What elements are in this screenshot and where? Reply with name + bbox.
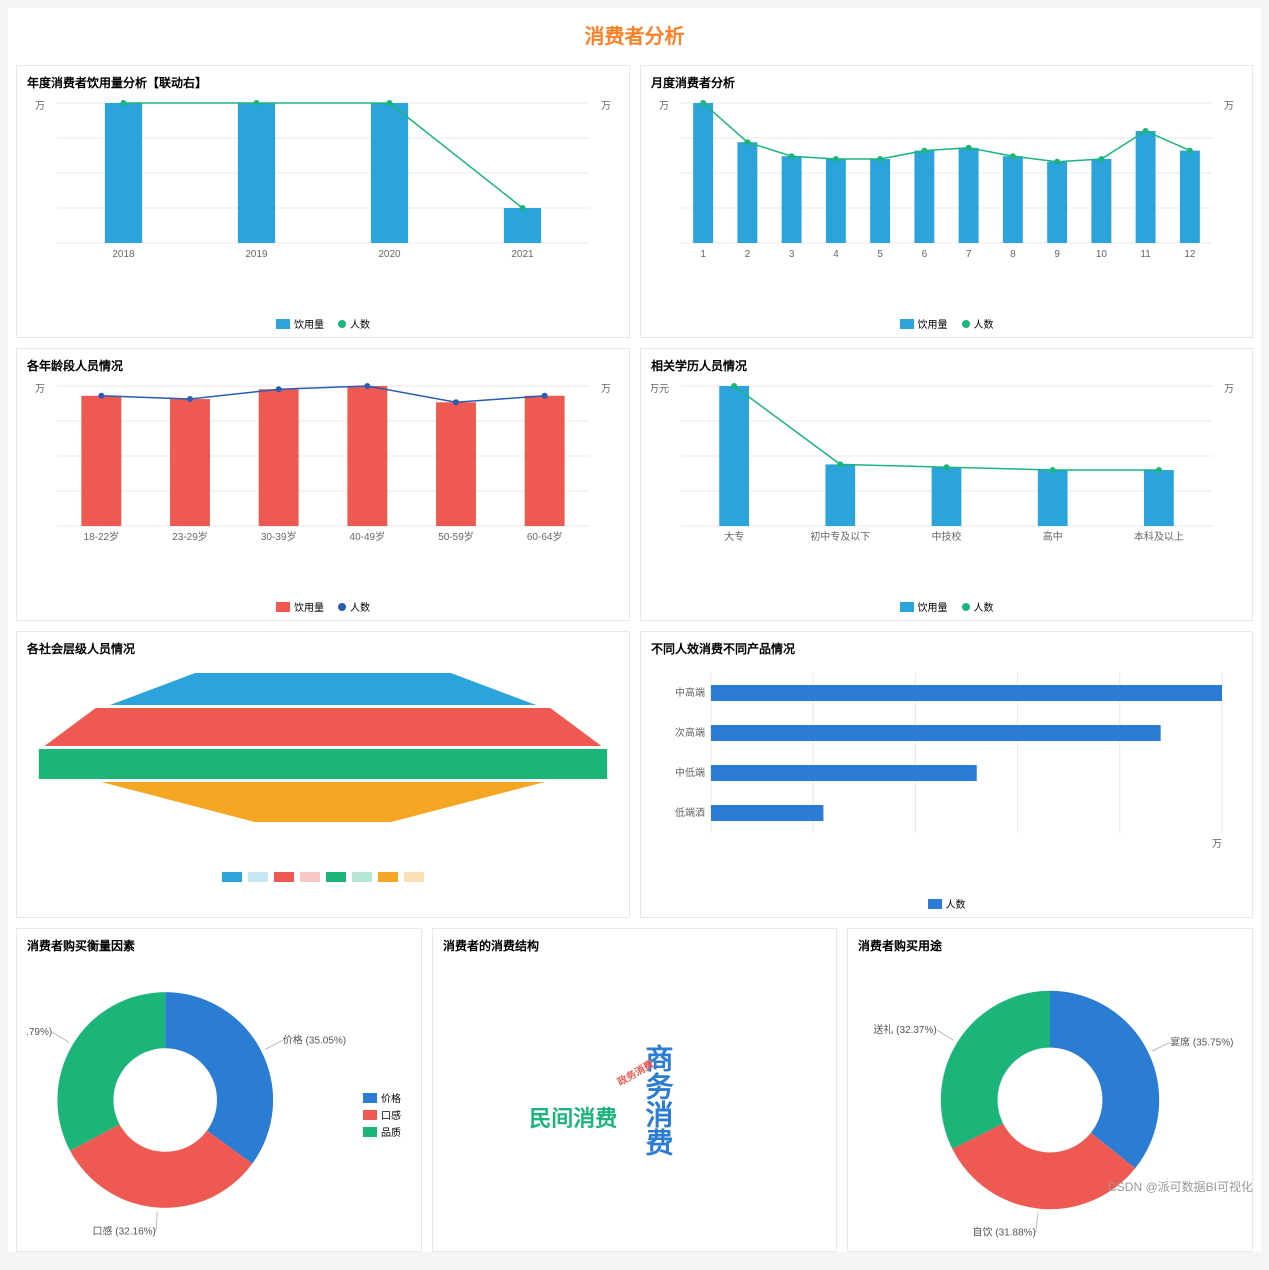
row-2: 各年龄段人员情况 万 万 18-22岁 23-29岁 30-39岁 40-49岁 50-59…	[8, 348, 1261, 621]
card-monthly: 月度消费者分析 万万123456789101112饮用量 人数	[640, 65, 1253, 338]
svg-text:价格 (35.05%): 价格 (35.05%)	[283, 1033, 346, 1046]
chart-pie-factor[interactable]: 价格 (35.05%)口感 (32.16%)品质 (32.79%)价格口感品质	[27, 960, 411, 1245]
title-yearly: 年度消费者饮用量分析【联动右】	[27, 74, 619, 91]
svg-text:口感 (32.16%): 口感 (32.16%)	[93, 1224, 156, 1237]
svg-text:万: 万	[1212, 839, 1222, 850]
svg-text:中技校: 中技校	[932, 530, 962, 543]
svg-text:30-39岁: 30-39岁	[261, 530, 297, 543]
svg-text:6: 6	[922, 249, 928, 260]
svg-text:18-22岁: 18-22岁	[84, 530, 120, 543]
title-age: 各年龄段人员情况	[27, 357, 619, 374]
chart-hbar[interactable]: 中高端次高端中低端低端酒万人数	[651, 663, 1242, 911]
svg-text:中低端: 中低端	[675, 766, 705, 779]
svg-text:送礼 (32.37%): 送礼 (32.37%)	[873, 1023, 936, 1036]
card-hbar: 不同人效消费不同产品情况 中高端次高端中低端低端酒万人数	[640, 631, 1253, 918]
svg-text:2021: 2021	[511, 249, 534, 260]
svg-text:23-29岁: 23-29岁	[172, 530, 208, 543]
svg-text:宴席 (35.75%): 宴席 (35.75%)	[1170, 1035, 1233, 1048]
title-monthly: 月度消费者分析	[651, 74, 1242, 91]
chart-wordcloud[interactable]: 商务消费民间消费政务消费	[443, 960, 826, 1240]
svg-text:10: 10	[1096, 249, 1108, 260]
svg-text:2020: 2020	[378, 249, 401, 260]
svg-text:4: 4	[833, 249, 839, 260]
svg-text:万: 万	[601, 101, 611, 112]
svg-text:自饮 (31.88%): 自饮 (31.88%)	[973, 1225, 1036, 1238]
svg-text:次高端: 次高端	[675, 726, 705, 739]
svg-text:9: 9	[1054, 249, 1060, 260]
row-4: 消费者购买衡量因素 价格 (35.05%) 口感 (32.16%) 品质 (32.7…	[8, 928, 1261, 1252]
chart-age[interactable]: 万万18-22岁23-29岁30-39岁40-49岁50-59岁60-64岁饮用…	[27, 380, 619, 614]
svg-text:万: 万	[659, 101, 669, 112]
svg-text:大专: 大专	[724, 530, 744, 543]
row-1: 年度消费者饮用量分析【联动右】 万万2018201920202021饮用量 人数…	[8, 65, 1261, 338]
card-wordcloud: 消费者的消费结构 商务消费民间消费政务消费	[432, 928, 837, 1252]
dashboard: 消费者分析 年度消费者饮用量分析【联动右】 万万2018201920202021…	[8, 8, 1261, 1252]
title-pie-factor: 消费者购买衡量因素	[27, 937, 411, 954]
card-pie-factor: 消费者购买衡量因素 价格 (35.05%) 口感 (32.16%) 品质 (32.7…	[16, 928, 422, 1252]
title-wordcloud: 消费者的消费结构	[443, 937, 826, 954]
card-age: 各年龄段人员情况 万 万 18-22岁 23-29岁 30-39岁 40-49岁 50-59…	[16, 348, 630, 621]
svg-text:万: 万	[1224, 101, 1234, 112]
title-funnel: 各社会层级人员情况	[27, 640, 619, 657]
chart-edu[interactable]: 万元万大专初中专及以下中技校高中本科及以上饮用量 人数	[651, 380, 1242, 614]
svg-text:12: 12	[1184, 249, 1196, 260]
card-yearly: 年度消费者饮用量分析【联动右】 万万2018201920202021饮用量 人数	[16, 65, 630, 338]
svg-text:品质 (32.79%): 品质 (32.79%)	[27, 1026, 52, 1038]
svg-text:高中: 高中	[1043, 530, 1063, 543]
svg-text:万: 万	[35, 384, 45, 395]
svg-text:1: 1	[700, 249, 706, 260]
svg-text:40-49岁: 40-49岁	[350, 530, 386, 543]
watermark: CSDN @派可数据BI可视化	[1108, 1178, 1253, 1195]
chart-monthly[interactable]: 万万123456789101112饮用量 人数	[651, 97, 1242, 331]
svg-text:3: 3	[789, 249, 795, 260]
svg-text:50-59岁: 50-59岁	[438, 530, 474, 543]
svg-text:万元: 万元	[651, 384, 669, 395]
title-hbar: 不同人效消费不同产品情况	[651, 640, 1242, 657]
svg-text:初中专及以下: 初中专及以下	[810, 530, 870, 543]
svg-text:7: 7	[966, 249, 972, 260]
title-pie-use: 消费者购买用途	[858, 937, 1242, 954]
svg-text:中高端: 中高端	[675, 686, 705, 699]
title-edu: 相关学历人员情况	[651, 357, 1242, 374]
chart-yearly[interactable]: 万万2018201920202021饮用量 人数	[27, 97, 619, 331]
svg-text:万: 万	[601, 384, 611, 395]
svg-text:本科及以上: 本科及以上	[1134, 530, 1184, 543]
svg-text:11: 11	[1140, 249, 1151, 260]
svg-text:2018: 2018	[112, 249, 135, 260]
page-title: 消费者分析	[8, 8, 1261, 65]
chart-pie-use[interactable]: 宴席 (35.75%) 自饮 (31.88%) 送礼 (32.37%)	[858, 960, 1242, 1245]
card-pie-use: 消费者购买用途 宴席 (35.75%) 自饮 (31.88%) 送礼 (32.37%…	[847, 928, 1253, 1252]
svg-text:60-64岁: 60-64岁	[527, 530, 563, 543]
svg-text:2019: 2019	[245, 249, 268, 260]
svg-text:万: 万	[1224, 384, 1234, 395]
svg-text:万: 万	[35, 101, 45, 112]
svg-text:2: 2	[745, 249, 751, 260]
svg-text:5: 5	[877, 249, 883, 260]
card-edu: 相关学历人员情况 万元万大专初中专及以下中技校高中本科及以上饮用量 人数	[640, 348, 1253, 621]
chart-funnel[interactable]	[27, 663, 619, 882]
svg-text:8: 8	[1010, 249, 1016, 260]
card-funnel: 各社会层级人员情况	[16, 631, 630, 918]
row-3: 各社会层级人员情况 不同人效消费不同产品情况 中高端次高端中低端低端酒万人数	[8, 631, 1261, 918]
svg-text:低端酒: 低端酒	[675, 806, 705, 819]
